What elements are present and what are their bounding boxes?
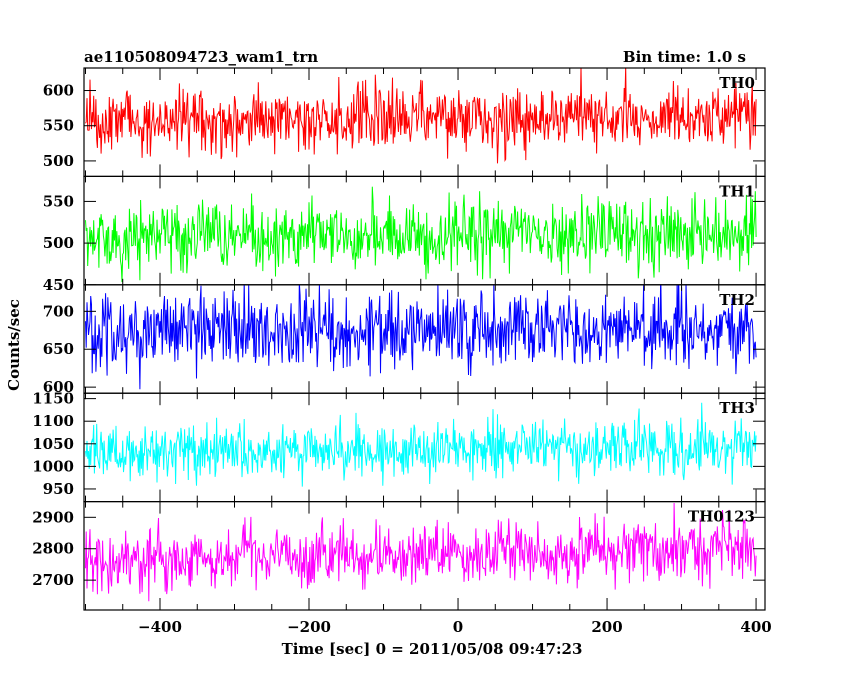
y-tick-label: 550 xyxy=(43,117,74,135)
y-tick-label: 600 xyxy=(43,82,74,100)
series-line-th0123 xyxy=(85,502,757,602)
y-tick-label: 2900 xyxy=(32,508,74,526)
y-axis-label: Counts/sec xyxy=(5,299,23,391)
panel-th2: 600 650 700 TH2 xyxy=(43,284,766,396)
y-tick-label: 1150 xyxy=(32,390,74,408)
x-tick-label: −200 xyxy=(287,618,331,636)
y-tick-label: 2800 xyxy=(32,540,74,558)
y-tick-label: 700 xyxy=(43,302,74,320)
x-tick-label: −400 xyxy=(138,618,182,636)
x-tick-label: 400 xyxy=(740,618,771,636)
series-line-th0 xyxy=(85,68,757,164)
series-line-th3 xyxy=(85,402,757,487)
panel-label-th2: TH2 xyxy=(719,291,755,309)
y-tick-label: 1100 xyxy=(32,412,74,430)
y-tick-label: 550 xyxy=(43,192,74,210)
y-tick-label: 450 xyxy=(43,276,74,294)
panel-label-th1: TH1 xyxy=(719,182,755,200)
y-tick-label: 600 xyxy=(43,378,74,396)
panel-th0: 500 550 600 TH0 xyxy=(43,67,766,178)
bin-time-label: Bin time: 1.0 s xyxy=(623,48,746,66)
y-tick-label: 950 xyxy=(43,480,74,498)
x-tick-label: 0 xyxy=(453,618,463,636)
panel-th3: 950 1000 1050 1100 1150 TH3 xyxy=(32,390,766,503)
y-tick-label: 500 xyxy=(43,234,74,252)
panels-group: 500 550 600 TH0 450 500 550 TH1 600 650 700 TH2 950 1… xyxy=(32,67,766,611)
y-tick-label: 1000 xyxy=(32,457,74,475)
panel-th1: 450 500 550 TH1 xyxy=(43,175,766,294)
series-line-th1 xyxy=(85,186,757,283)
y-tick-label: 650 xyxy=(43,340,74,358)
y-tick-label: 2700 xyxy=(32,571,74,589)
x-tick-labels: −400 −200 0 200 400 xyxy=(138,618,772,636)
panel-frame xyxy=(83,284,766,394)
x-axis-label: Time [sec] 0 = 2011/05/08 09:47:23 xyxy=(282,640,583,658)
panel-label-th0: TH0 xyxy=(719,74,755,92)
x-tick-label: 200 xyxy=(591,618,622,636)
panel-th0123: 2700 2800 2900 TH0123 xyxy=(32,501,766,611)
series-line-th2 xyxy=(85,284,757,390)
panel-frame xyxy=(83,501,766,611)
panel-label-th0123: TH0123 xyxy=(688,508,755,526)
chart-title: ae110508094723_wam1_trn xyxy=(84,48,318,66)
panel-label-th3: TH3 xyxy=(719,399,755,417)
y-tick-label: 500 xyxy=(43,152,74,170)
y-tick-label: 1050 xyxy=(32,435,74,453)
